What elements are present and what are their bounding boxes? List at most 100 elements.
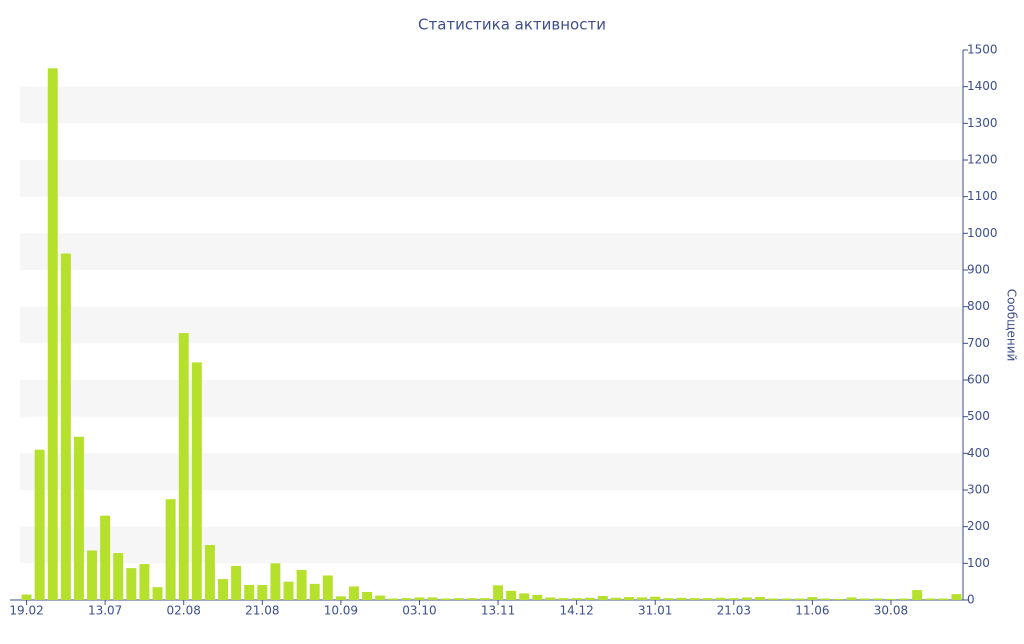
bar xyxy=(191,362,202,600)
bar xyxy=(47,68,58,601)
x-tick-label: 11.06 xyxy=(795,604,829,618)
grid-band xyxy=(20,306,963,344)
bar xyxy=(702,598,713,600)
bar xyxy=(768,598,779,600)
bar xyxy=(637,597,648,600)
bar xyxy=(479,598,490,600)
bar xyxy=(781,598,792,600)
y-tick-label: 300 xyxy=(967,483,990,497)
y-tick-label: 1100 xyxy=(967,189,998,203)
bar xyxy=(925,598,936,600)
bar xyxy=(257,584,268,600)
bar xyxy=(519,593,530,600)
bar xyxy=(859,598,870,600)
x-tick-label: 19.02 xyxy=(9,604,43,618)
grid-band xyxy=(20,526,963,564)
y-tick-label: 1000 xyxy=(967,226,998,240)
bar xyxy=(309,583,320,600)
y-tick-label: 600 xyxy=(967,373,990,387)
grid-band xyxy=(20,453,963,490)
grid-band xyxy=(20,86,963,124)
bar xyxy=(676,597,687,600)
bar xyxy=(165,499,176,600)
y-tick-label: 900 xyxy=(967,263,990,277)
chart-title: Статистика активности xyxy=(418,16,606,34)
bar xyxy=(938,598,949,600)
bar xyxy=(689,598,700,600)
grid-band xyxy=(20,233,963,270)
y-tick-label: 500 xyxy=(967,409,990,423)
bar xyxy=(87,550,98,600)
bar xyxy=(231,565,242,600)
y-tick-label: 700 xyxy=(967,336,990,350)
bar xyxy=(34,449,45,600)
bar xyxy=(610,597,621,600)
bar xyxy=(872,598,883,600)
bar xyxy=(506,590,517,600)
bar xyxy=(558,598,569,600)
bar xyxy=(218,579,228,600)
bar xyxy=(728,598,739,600)
bar xyxy=(335,596,346,600)
bar xyxy=(899,598,910,600)
x-tick-label: 21.08 xyxy=(245,604,279,618)
bar xyxy=(427,597,438,600)
bar xyxy=(584,597,595,600)
y-tick-label: 1500 xyxy=(967,43,998,57)
bar xyxy=(362,591,373,600)
bar xyxy=(414,597,425,600)
bar xyxy=(650,596,661,600)
bar xyxy=(126,568,137,600)
bar xyxy=(846,597,857,600)
bar xyxy=(401,598,412,600)
x-tick-label: 14.12 xyxy=(559,604,593,618)
y-tick-label: 1300 xyxy=(967,116,998,130)
bar xyxy=(152,587,163,600)
bar xyxy=(571,598,582,600)
bar xyxy=(60,253,71,600)
x-tick-label: 21.03 xyxy=(717,604,751,618)
bar xyxy=(113,553,124,600)
bar xyxy=(820,598,831,600)
y-axis-title: Сообщений xyxy=(1005,289,1019,362)
bar xyxy=(833,598,844,600)
bar xyxy=(204,545,215,600)
x-tick-label: 30.08 xyxy=(874,604,908,618)
x-tick-label: 03.10 xyxy=(402,604,436,618)
bar xyxy=(493,585,504,600)
bar xyxy=(624,597,634,600)
bar xyxy=(532,594,543,600)
y-tick-label: 200 xyxy=(967,519,990,533)
bar xyxy=(244,584,255,600)
x-tick-label: 13.07 xyxy=(88,604,122,618)
bar xyxy=(755,597,765,600)
y-tick-label: 0 xyxy=(967,593,975,607)
bar xyxy=(73,436,84,600)
bar xyxy=(270,563,281,600)
bar xyxy=(139,564,150,600)
bar xyxy=(885,598,896,600)
y-tick-label: 400 xyxy=(967,446,990,460)
y-tick-label: 1400 xyxy=(967,79,998,93)
bar xyxy=(466,598,477,600)
x-tick-label: 13.11 xyxy=(481,604,515,618)
y-tick-label: 1200 xyxy=(967,153,998,167)
bar xyxy=(178,333,189,600)
bar xyxy=(100,515,111,600)
bar xyxy=(388,598,399,600)
y-tick-label: 800 xyxy=(967,299,990,313)
bar xyxy=(375,595,386,600)
x-tick-label: 02.08 xyxy=(167,604,201,618)
bar xyxy=(912,590,923,600)
grid-band xyxy=(20,380,963,417)
bar xyxy=(807,597,818,600)
bar xyxy=(296,569,307,600)
bar xyxy=(349,586,359,600)
bar xyxy=(715,597,726,600)
bar xyxy=(663,598,674,600)
bar xyxy=(741,597,752,600)
bar xyxy=(951,594,962,600)
bar xyxy=(283,581,294,600)
y-tick-label: 100 xyxy=(967,556,990,570)
